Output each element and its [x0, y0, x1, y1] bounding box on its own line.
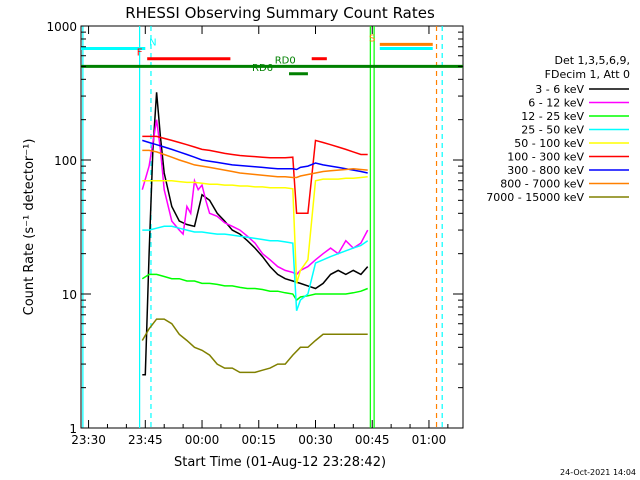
legend-entry-4: 50 - 100 keV	[514, 137, 584, 150]
x-tick-label-1: 23:45	[128, 433, 163, 447]
series-line-6	[142, 139, 368, 174]
y-axis-ticks: 1 10 100 1000	[46, 20, 463, 436]
x-tick-label-2: 00:00	[185, 433, 220, 447]
chart-title: RHESSI Observing Summary Count Rates	[125, 4, 435, 22]
flag-label-rd0: RD0	[275, 55, 296, 66]
series-line-4	[142, 175, 368, 284]
y-tick-label-1: 10	[62, 288, 77, 302]
series-lines	[141, 92, 369, 376]
series-line-7	[142, 149, 368, 179]
legend-entry-6: 300 - 800 keV	[507, 164, 584, 177]
y-tick-label-2: 100	[54, 154, 77, 168]
legend: Det 1,3,5,6,9, FDecim 1, Att 0 3 - 6 keV…	[486, 54, 630, 204]
x-tick-label-6: 01:00	[412, 433, 447, 447]
x-axis-label: Start Time (01-Aug-12 23:28:42)	[174, 455, 386, 470]
flag-label-n: N	[149, 37, 156, 48]
series-line-0	[142, 92, 369, 376]
series-line-5	[142, 135, 368, 215]
plot-frame	[80, 25, 464, 429]
flag-label-s: S	[369, 33, 375, 44]
legend-header-line-2: FDecim 1, Att 0	[545, 68, 630, 81]
legend-entry-3: 25 - 50 keV	[521, 124, 584, 137]
flag-label-rd6: RD6	[252, 63, 273, 74]
x-tick-label-5: 00:45	[355, 433, 390, 447]
legend-entry-1: 6 - 12 keV	[528, 97, 584, 110]
series-line-8	[141, 318, 368, 374]
x-tick-label-3: 00:15	[241, 433, 276, 447]
series-line-3	[142, 225, 369, 311]
series-line-1	[141, 119, 369, 276]
render-timestamp: 24-Oct-2021 14:04	[560, 468, 636, 477]
x-axis-ticks: 23:30 23:45 00:00 00:15 00:30 00:45 01:00	[71, 26, 449, 447]
legend-entry-2: 12 - 25 keV	[521, 110, 584, 123]
x-tick-label-0: 23:30	[71, 433, 106, 447]
legend-entry-8: 7000 - 15000 keV	[486, 191, 584, 204]
legend-header-line-1: Det 1,3,5,6,9,	[554, 54, 630, 67]
legend-entry-5: 100 - 300 keV	[507, 151, 584, 164]
x-tick-label-4: 00:30	[298, 433, 333, 447]
y-tick-label-3: 1000	[46, 20, 77, 34]
y-axis-label: Count Rate (s⁻¹ detector⁻¹)	[22, 139, 37, 316]
y-tick-label-0: 1	[69, 422, 77, 436]
flag-label-f: F	[137, 48, 143, 59]
series-line-2	[141, 273, 368, 302]
legend-entry-7: 800 - 7000 keV	[500, 178, 584, 191]
legend-entry-0: 3 - 6 keV	[535, 83, 584, 96]
vertical-markers	[82, 26, 443, 428]
